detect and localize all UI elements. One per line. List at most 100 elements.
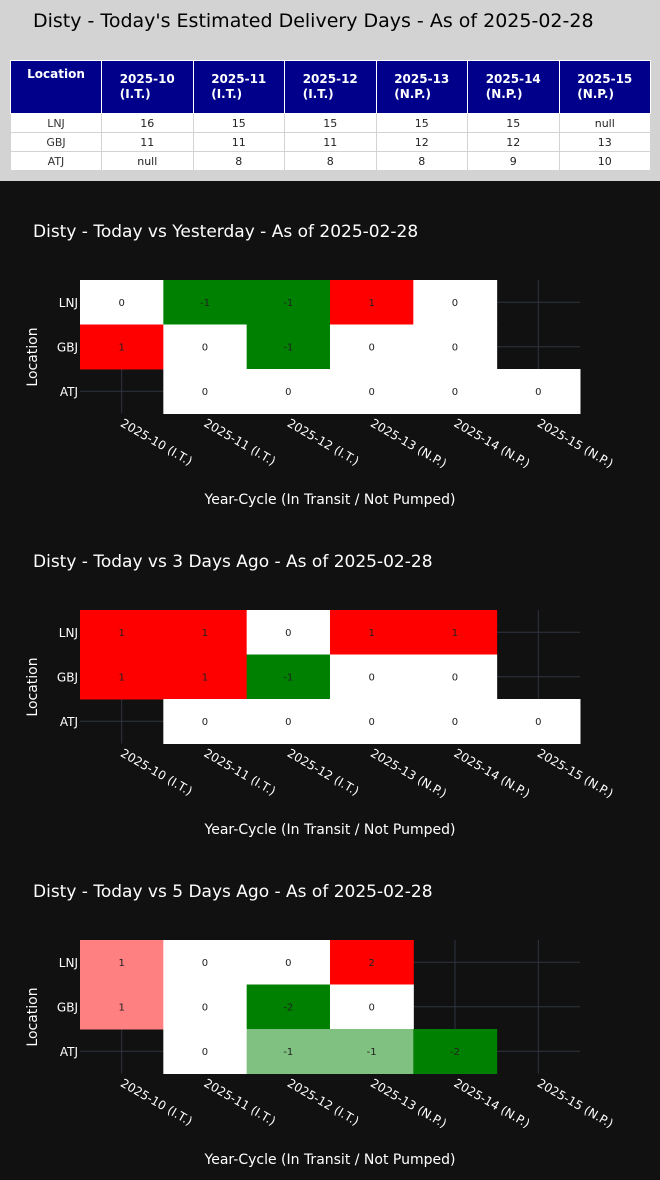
cell-value-label: 0 <box>452 387 458 398</box>
heatmap-cell <box>413 610 498 655</box>
cell-value-label: 1 <box>118 342 124 353</box>
page-title: Disty - Today's Estimated Delivery Days … <box>33 10 594 32</box>
column-status: (I.T.) <box>211 87 243 101</box>
y-tick-label: GBJ <box>57 340 78 354</box>
heatmap-cell <box>413 699 498 744</box>
x-tick-label: 2025-15 (N.P.) <box>535 1076 616 1131</box>
heatmap-cell <box>496 699 581 744</box>
y-tick-label: GBJ <box>57 670 78 684</box>
table-cell: 12 <box>467 132 560 152</box>
heatmap-cell <box>163 280 248 325</box>
cell-value-label: 0 <box>368 672 374 683</box>
x-tick-label: 2025-14 (N.P.) <box>451 1076 532 1131</box>
cell-value-label: 0 <box>285 387 291 398</box>
heatmap-cell <box>163 1029 248 1074</box>
heatmap-cell <box>163 984 248 1030</box>
table-cell: null <box>558 113 651 133</box>
column-cycle: 2025-15 <box>577 72 633 86</box>
y-tick-label: ATJ <box>60 1045 78 1059</box>
y-tick-label: GBJ <box>57 1000 78 1014</box>
heatmap-cell <box>329 940 414 985</box>
column-status: (I.T.) <box>119 87 151 101</box>
heatmap-cell <box>413 280 498 325</box>
x-tick-label: 2025-11 (I.T.) <box>201 1076 278 1128</box>
table-row: GBJ 11 11 11 12 12 13 <box>10 132 651 152</box>
cell-value-label: 0 <box>202 342 208 353</box>
heatmap-cell <box>246 940 331 985</box>
table-cell: 11 <box>192 132 285 152</box>
cell-value-label: 0 <box>368 387 374 398</box>
cell-value-label: 0 <box>202 1002 208 1013</box>
heatmap-cell <box>80 940 164 985</box>
cell-value-label: 1 <box>118 672 124 683</box>
column-header: 2025-11 (I.T.) <box>192 60 285 114</box>
cell-value-label: 1 <box>118 628 124 639</box>
y-tick-label: LNJ <box>59 626 78 640</box>
cell-value-label: 0 <box>202 387 208 398</box>
cell-value-label: -2 <box>450 1047 460 1058</box>
column-header: 2025-15 (N.P.) <box>558 60 651 114</box>
estimated-delivery-table: Location 2025-10 (I.T.) 2025-11 (I.T.) 202… <box>10 60 651 171</box>
x-tick-label: 2025-14 (N.P.) <box>451 416 532 471</box>
cell-value-label: -1 <box>200 298 210 309</box>
heatmap-cell <box>80 654 164 700</box>
heatmap-cell <box>246 654 331 700</box>
cell-value-label: 0 <box>285 958 291 969</box>
heatmap-cell <box>246 1029 331 1074</box>
y-tick-label: LNJ <box>59 296 78 310</box>
chart-title: Disty - Today vs 5 Days Ago - As of 2025… <box>33 882 433 902</box>
heatmap-cell <box>80 324 164 370</box>
x-tick-label: 2025-15 (N.P.) <box>535 746 616 801</box>
heatmap-cell <box>163 369 248 414</box>
x-tick-label: 2025-11 (I.T.) <box>201 746 278 798</box>
y-axis-title: Location <box>25 327 41 387</box>
cell-value-label: 0 <box>452 342 458 353</box>
y-axis-title: Location <box>25 657 41 717</box>
x-tick-label: 2025-13 (N.P.) <box>368 746 449 801</box>
y-tick-label: ATJ <box>60 715 78 729</box>
cell-value-label: 0 <box>368 717 374 728</box>
column-cycle: 2025-14 <box>485 72 541 86</box>
heatmap-cell <box>329 369 414 414</box>
cell-value-label: 1 <box>368 298 374 309</box>
cell-value-label: 0 <box>368 342 374 353</box>
heatmap-cell <box>163 610 248 655</box>
cell-value-label: 0 <box>202 1047 208 1058</box>
column-cycle: 2025-11 <box>211 72 267 86</box>
cell-value-label: 0 <box>202 958 208 969</box>
column-header: 2025-14 (N.P.) <box>467 60 560 114</box>
cell-value-label: 0 <box>285 717 291 728</box>
cell-value-label: -1 <box>367 1047 377 1058</box>
x-axis-title: Year-Cycle (In Transit / Not Pumped) <box>204 492 456 508</box>
x-tick-label: 2025-11 (I.T.) <box>201 416 278 468</box>
heatmap-today-vs-5-days-ago: Disty - Today vs 5 Days Ago - As of 2025… <box>0 850 660 1180</box>
x-tick-label: 2025-12 (I.T.) <box>285 416 362 468</box>
heatmap-cell <box>329 984 414 1030</box>
column-cycle: 2025-13 <box>394 72 450 86</box>
cell-value-label: 2 <box>368 958 374 969</box>
heatmap-cell <box>413 369 498 414</box>
cell-value-label: -1 <box>283 298 293 309</box>
y-tick-label: LNJ <box>59 956 78 970</box>
heatmap-cell <box>163 940 248 985</box>
x-tick-label: 2025-10 (I.T.) <box>118 416 195 468</box>
heatmap-cell <box>496 369 581 414</box>
column-header: 2025-13 (N.P.) <box>375 60 468 114</box>
cell-value-label: 0 <box>202 717 208 728</box>
table-cell: 16 <box>101 113 194 133</box>
heatmap-cell <box>246 610 331 655</box>
y-axis-title: Location <box>25 987 41 1047</box>
cell-value-label: 0 <box>368 1002 374 1013</box>
table-cell: 15 <box>284 113 377 133</box>
table-row: LNJ 16 15 15 15 15 null <box>10 113 651 133</box>
heatmap-cell <box>413 654 498 700</box>
heatmap-cell <box>329 699 414 744</box>
column-status: (N.P.) <box>394 87 431 101</box>
table-cell: 15 <box>375 113 468 133</box>
table-cell: 15 <box>467 113 560 133</box>
estimated-delivery-section: Disty - Today's Estimated Delivery Days … <box>0 0 660 181</box>
table-cell: 15 <box>192 113 285 133</box>
cell-value-label: 0 <box>535 717 541 728</box>
heatmap-cell <box>80 984 164 1030</box>
